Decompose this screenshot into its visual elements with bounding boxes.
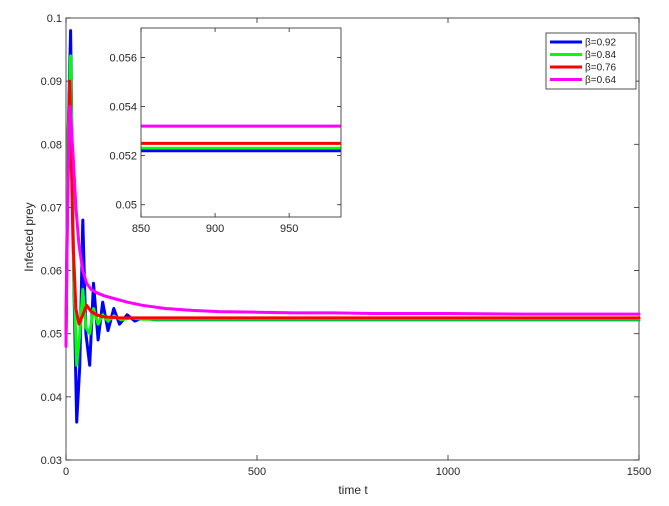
y-tick-label: 0.1	[47, 13, 62, 25]
inset-y-tick-label: 0.05	[116, 200, 137, 212]
y-tick-label: 0.09	[41, 76, 62, 88]
y-tick-label: 0.06	[41, 266, 62, 278]
inset-y-tick-label: 0.056	[109, 52, 137, 64]
y-axis-label: Infected prey	[22, 202, 36, 271]
series-line-2	[64, 79, 641, 336]
y-tick-label: 0.08	[41, 139, 62, 151]
main-series	[64, 29, 641, 424]
inset-x-tick-label: 950	[280, 223, 298, 235]
legend: β=0.92β=0.84 β=0.76β=0.64	[545, 32, 637, 90]
legend-label-2: β=0.76	[585, 63, 616, 74]
y-tick-label: 0.04	[41, 392, 62, 404]
inset-chart: 850 900 950 0.05 0.052 0.054 0.056	[109, 27, 342, 235]
legend-label-0: β=0.92	[585, 38, 616, 49]
inset-y-tick-label: 0.052	[109, 151, 137, 163]
x-tick-label: 0	[63, 466, 69, 478]
x-tick-label: 1500	[627, 466, 651, 478]
y-tick-label: 0.03	[41, 455, 62, 467]
legend-label-3: β=0.64	[585, 75, 616, 86]
inset-frame	[140, 27, 342, 218]
inset-x-tick-label: 900	[206, 223, 224, 235]
inset-y-tick-label: 0.054	[109, 102, 137, 114]
series-line-3	[64, 104, 641, 348]
x-tick-label: 1000	[436, 466, 460, 478]
legend-label-1: β=0.84	[585, 50, 616, 61]
inset-x-tick-label: 850	[132, 223, 150, 235]
y-tick-label: 0.05	[41, 329, 62, 341]
x-axis-label: time t	[338, 483, 368, 497]
x-tick-label: 500	[248, 466, 266, 478]
y-tick-label: 0.07	[41, 202, 62, 214]
